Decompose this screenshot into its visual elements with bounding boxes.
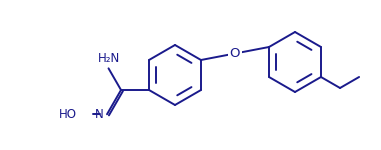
Text: HO: HO (59, 108, 77, 121)
Text: O: O (230, 47, 240, 60)
Text: H₂N: H₂N (98, 52, 120, 65)
Text: N: N (95, 108, 104, 121)
